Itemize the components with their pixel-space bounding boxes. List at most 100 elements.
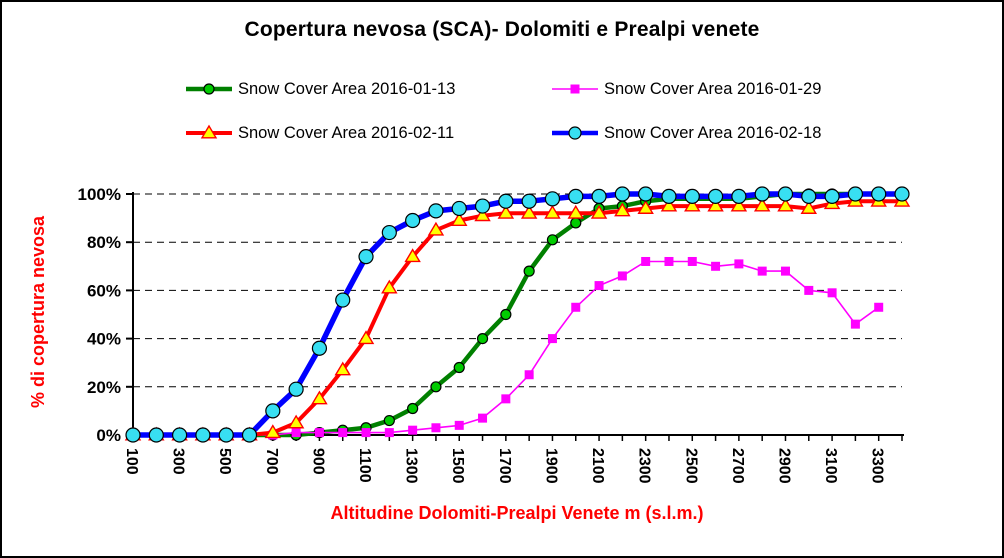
- data-point-marker: [731, 188, 747, 205]
- data-point-marker: [474, 207, 491, 222]
- data-point-marker: [314, 428, 324, 438]
- data-point-marker: [203, 83, 215, 95]
- x-tick-label: 2300: [636, 448, 653, 484]
- data-point-marker: [384, 428, 394, 438]
- data-point-marker: [707, 188, 724, 205]
- data-point-marker: [874, 302, 884, 312]
- x-tick-label: 500: [216, 448, 233, 475]
- data-point-marker: [523, 265, 535, 277]
- data-point-marker: [427, 221, 445, 236]
- data-point-marker: [614, 202, 631, 217]
- x-tick-label: 100: [123, 448, 140, 475]
- series-line-2: [132, 260, 880, 436]
- data-point-marker: [684, 197, 701, 212]
- legend-circle-key-icon: [552, 126, 598, 140]
- data-point-marker: [358, 249, 374, 265]
- data-point-marker: [405, 212, 421, 229]
- data-point-marker: [637, 200, 654, 214]
- y-tick-label: 20%: [87, 378, 121, 397]
- series-line-4: [130, 191, 905, 438]
- data-point-marker: [338, 428, 348, 438]
- data-point-marker: [288, 381, 304, 397]
- x-tick-label: 2500: [682, 448, 699, 484]
- legend-item-2: Snow Cover Area 2016-01-29: [551, 77, 821, 101]
- data-point-marker: [430, 381, 442, 393]
- y-tick-label: 80%: [87, 233, 121, 252]
- data-point-marker: [777, 186, 794, 202]
- data-point-marker: [827, 288, 837, 298]
- data-point-marker: [660, 197, 678, 212]
- x-tick-label: 3100: [822, 448, 839, 484]
- x-axis-title: Altitudine Dolomiti-Prealpi Venete m (s.…: [330, 503, 704, 523]
- data-point-marker: [520, 204, 538, 219]
- series-line-1: [130, 191, 905, 438]
- data-point-marker: [777, 197, 794, 212]
- data-point-marker: [614, 186, 630, 202]
- data-point-marker: [291, 428, 301, 438]
- data-point-marker: [357, 330, 375, 345]
- x-tick-label: 1300: [403, 448, 420, 484]
- data-point-marker: [381, 279, 398, 294]
- data-point-marker: [800, 200, 818, 214]
- chart-title: Copertura nevosa (SCA)- Dolomiti e Preal…: [244, 18, 760, 41]
- data-point-marker: [711, 261, 721, 271]
- data-point-marker: [451, 200, 467, 217]
- x-tick-label: 300: [170, 448, 187, 475]
- data-point-marker: [287, 414, 305, 429]
- data-point-marker: [594, 281, 604, 291]
- data-point-marker: [498, 193, 514, 209]
- data-point-marker: [804, 285, 814, 295]
- data-point-marker: [568, 126, 582, 140]
- legend-label-4: Snow Cover Area 2016-02-18: [604, 123, 822, 142]
- data-point-marker: [431, 423, 441, 433]
- data-point-marker: [687, 256, 697, 266]
- data-point-marker: [404, 248, 421, 263]
- y-tick-label: 60%: [87, 281, 121, 300]
- data-point-marker: [500, 308, 512, 321]
- data-point-marker: [454, 420, 464, 430]
- data-point-marker: [200, 124, 218, 139]
- data-point-marker: [684, 188, 700, 205]
- data-point-marker: [361, 428, 371, 438]
- data-point-marker: [218, 427, 234, 443]
- legend-item-1: Snow Cover Area 2016-01-13: [185, 77, 455, 101]
- data-point-marker: [753, 197, 771, 212]
- data-point-marker: [497, 204, 515, 219]
- data-point-marker: [894, 186, 910, 202]
- x-tick-label: 2100: [589, 448, 606, 484]
- legend-square-key-icon: [552, 84, 598, 94]
- data-point-marker: [311, 340, 328, 356]
- data-point-marker: [125, 427, 141, 443]
- data-point-marker: [148, 427, 164, 443]
- data-point-marker: [754, 186, 770, 202]
- series-line-3: [131, 199, 904, 437]
- x-tick-label: 700: [263, 448, 280, 475]
- y-tick-label: 100%: [78, 185, 121, 204]
- legend-label-1: Snow Cover Area 2016-01-13: [238, 79, 456, 98]
- data-point-marker: [524, 370, 534, 380]
- data-point-marker: [408, 425, 418, 435]
- data-point-marker: [570, 84, 580, 94]
- x-tick-label: 1900: [542, 448, 559, 484]
- x-tick-label: 2700: [729, 448, 746, 484]
- data-point-marker: [757, 266, 767, 276]
- x-tick-label: 2900: [775, 448, 792, 484]
- x-tick-label: 3300: [869, 448, 886, 484]
- y-tick-label: 40%: [87, 330, 121, 349]
- data-point-marker: [546, 234, 559, 246]
- data-point-marker: [567, 204, 584, 219]
- data-point-marker: [383, 414, 395, 427]
- data-point-marker: [734, 259, 744, 269]
- data-point-marker: [617, 271, 627, 281]
- data-point-marker: [474, 198, 491, 214]
- x-tick-label: 1500: [449, 448, 466, 484]
- data-point-marker: [478, 413, 488, 423]
- data-point-marker: [241, 427, 258, 443]
- data-point-marker: [847, 186, 863, 202]
- data-point-marker: [707, 197, 724, 212]
- data-point-marker: [453, 361, 465, 374]
- legend-circle-key-icon: [186, 83, 232, 95]
- legend-item-3: Snow Cover Area 2016-02-11: [185, 121, 454, 145]
- y-tick-label: 0%: [96, 426, 121, 445]
